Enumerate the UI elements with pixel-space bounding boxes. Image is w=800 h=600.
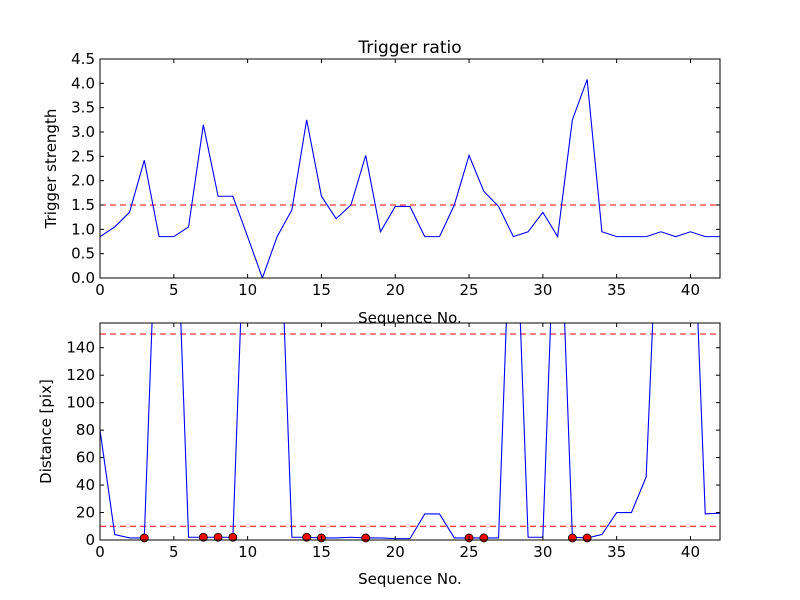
x-tick-label: 0 xyxy=(95,281,105,299)
x-tick-label: 10 xyxy=(238,281,257,299)
y-tick-label: 3.0 xyxy=(71,123,95,141)
x-tick-label: 10 xyxy=(238,543,257,561)
x-tick-label: 25 xyxy=(460,543,479,561)
y-tick-label: 140 xyxy=(66,339,95,357)
data-point-marker xyxy=(479,533,489,543)
data-point-marker xyxy=(302,532,312,542)
y-tick-label: 3.5 xyxy=(71,99,95,117)
y-tick-label: 2.5 xyxy=(71,147,95,165)
data-point-marker xyxy=(213,532,223,542)
series-line xyxy=(100,79,720,278)
data-point-marker xyxy=(582,533,592,543)
x-tick-label: 0 xyxy=(95,543,105,561)
y-tick-label: 1.5 xyxy=(71,196,95,214)
x-tick-label: 40 xyxy=(681,543,700,561)
y-axis-label: Trigger strength xyxy=(42,109,60,230)
x-tick-label: 40 xyxy=(681,281,700,299)
data-point-marker xyxy=(198,532,208,542)
data-point-marker xyxy=(228,532,238,542)
y-tick-label: 4.0 xyxy=(71,74,95,92)
x-tick-label: 35 xyxy=(607,281,626,299)
x-tick-label: 15 xyxy=(312,281,331,299)
y-tick-label: 100 xyxy=(66,394,95,412)
x-tick-label: 35 xyxy=(607,543,626,561)
data-point-marker xyxy=(139,533,149,543)
y-tick-label: 20 xyxy=(76,504,95,522)
x-tick-label: 20 xyxy=(386,281,405,299)
x-tick-label: 25 xyxy=(460,281,479,299)
y-tick-label: 0.5 xyxy=(71,245,95,263)
data-point-marker xyxy=(361,533,371,543)
x-tick-label: 5 xyxy=(169,281,179,299)
plot-frame xyxy=(99,58,721,279)
y-tick-label: 40 xyxy=(76,476,95,494)
x-tick-label: 15 xyxy=(312,543,331,561)
x-axis-label: Sequence No. xyxy=(358,570,462,588)
y-tick-label: 0.0 xyxy=(71,269,95,287)
y-tick-label: 80 xyxy=(76,421,95,439)
x-tick-label: 20 xyxy=(386,543,405,561)
y-tick-label: 60 xyxy=(76,449,95,467)
series-line xyxy=(100,323,720,540)
distance-plot: Distance [pix] Sequence No. 0 5 10 15 20 25 30… xyxy=(37,322,721,588)
chart-title: Trigger ratio xyxy=(357,38,461,58)
x-tick-label: 30 xyxy=(533,543,552,561)
trigger-ratio-plot: Trigger ratio Trigger strength Sequence … xyxy=(42,38,721,327)
y-tick-label: 2.0 xyxy=(71,172,95,190)
y-tick-label: 4.5 xyxy=(71,50,95,68)
plot-frame xyxy=(99,322,721,541)
data-point-marker xyxy=(567,533,577,543)
y-axis-label: Distance [pix] xyxy=(37,379,55,484)
y-tick-label: 120 xyxy=(66,366,95,384)
x-tick-label: 5 xyxy=(169,543,179,561)
x-axis-label: Sequence No. xyxy=(358,309,462,327)
y-tick-label: 1.0 xyxy=(71,220,95,238)
y-tick-label: 0 xyxy=(85,531,95,549)
x-tick-label: 30 xyxy=(533,281,552,299)
